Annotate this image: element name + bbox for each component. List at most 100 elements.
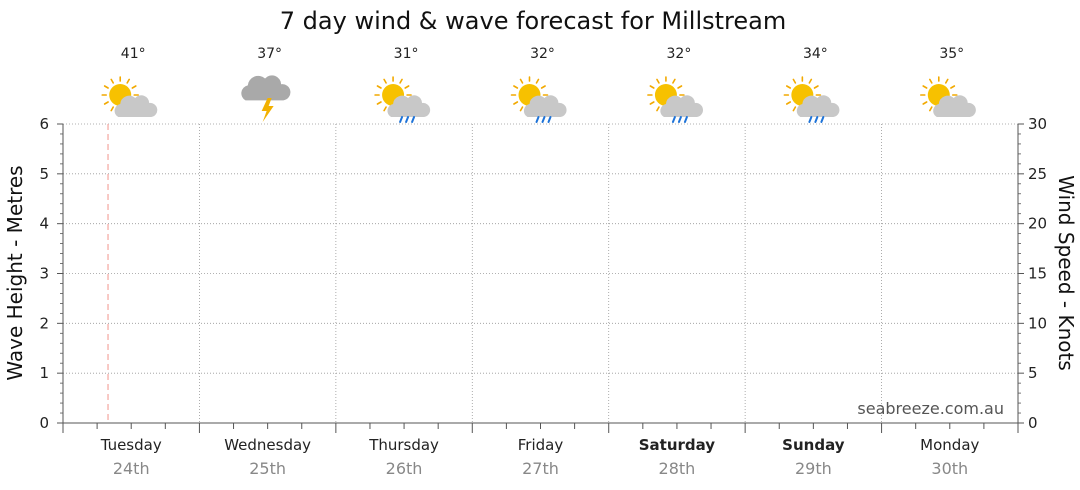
y-tick-label-left: 0 <box>39 414 49 432</box>
y-tick-label-left: 4 <box>39 215 49 233</box>
lightning-bolt <box>261 98 274 122</box>
sun-ray <box>110 106 115 112</box>
y-tick-label-right: 15 <box>1028 265 1047 283</box>
cloud-shape <box>114 95 158 117</box>
date-label: 26th <box>386 459 423 478</box>
date-label: 29th <box>795 459 832 478</box>
y-axis-label-left: Wave Height - Metres <box>3 165 27 380</box>
day-label: Thursday <box>368 436 439 454</box>
day-label: Wednesday <box>224 436 311 454</box>
thunderstorm-icon <box>241 75 291 122</box>
rain-drop <box>814 116 819 123</box>
rain-drop <box>411 116 416 123</box>
sun-ray <box>808 78 813 84</box>
sun-ray <box>950 85 956 89</box>
sun-ray <box>928 78 933 84</box>
day-label: Sunday <box>782 436 845 454</box>
sun-ray <box>813 85 819 89</box>
day-label: Monday <box>920 436 979 454</box>
sun-ray <box>404 85 410 89</box>
date-label: 24th <box>113 459 150 478</box>
sun-ray <box>519 78 524 84</box>
cloud-shape <box>241 75 291 101</box>
cloud-shape <box>796 95 840 117</box>
sun-ray <box>399 78 403 84</box>
day-labels: 41° 37° 31° 32° 32° 34° 35° Tuesday 24th Wednesda… <box>100 46 980 478</box>
sun-ray <box>649 101 655 105</box>
sun-ray <box>677 85 683 89</box>
rain-drop <box>547 116 552 123</box>
temperature-label: 32° <box>667 46 692 62</box>
rain-drop <box>541 116 546 123</box>
partly-cloudy-icon <box>919 76 976 117</box>
rain-drop <box>535 116 540 123</box>
cloud-shape <box>387 95 431 117</box>
sun-ray <box>656 106 660 112</box>
y-tick-label-left: 3 <box>39 265 49 283</box>
sun-ray <box>792 78 797 84</box>
cloud-shape <box>523 95 567 117</box>
sun-ray <box>792 106 797 112</box>
sun-ray <box>922 85 928 89</box>
sun-showers-icon <box>510 76 567 123</box>
sun-ray <box>513 85 519 89</box>
rain-drop <box>399 116 404 123</box>
temperature-label: 41° <box>121 46 146 62</box>
sun-showers-icon <box>374 76 431 123</box>
sun-ray <box>383 78 387 84</box>
grid-lines <box>63 123 1018 423</box>
sun-ray <box>535 78 540 84</box>
sun-ray <box>928 106 933 112</box>
sun-ray <box>656 78 660 84</box>
y-tick-label-left: 6 <box>39 115 49 133</box>
temperature-label: 37° <box>257 46 282 62</box>
y-axis-label-right: Wind Speed - Knots <box>1054 175 1078 371</box>
temperature-label: 34° <box>803 46 828 62</box>
partly-cloudy-icon <box>101 76 158 117</box>
date-label: 27th <box>522 459 559 478</box>
cloud-shape <box>660 95 703 117</box>
y-tick-label-right: 30 <box>1028 115 1047 133</box>
sun-ray <box>110 78 115 84</box>
day-label: Saturday <box>639 436 716 454</box>
cloud-shape <box>933 95 976 117</box>
date-label: 30th <box>931 459 968 478</box>
sun-ray <box>519 106 524 112</box>
sun-ray <box>376 101 382 105</box>
rain-drop <box>677 116 682 123</box>
temperature-label: 32° <box>530 46 555 62</box>
sun-ray <box>376 85 382 89</box>
rain-drop <box>683 116 688 123</box>
rain-drop <box>405 116 410 123</box>
day-label: Tuesday <box>100 436 162 454</box>
sun-ray <box>922 101 928 105</box>
date-label: 25th <box>249 459 286 478</box>
temperature-label: 35° <box>939 46 964 62</box>
sun-ray <box>540 85 546 89</box>
sun-ray <box>383 106 387 112</box>
y-tick-label-right: 25 <box>1028 165 1047 183</box>
y-tick-label-left: 2 <box>39 314 49 332</box>
sun-showers-icon <box>783 76 840 123</box>
chart-title: 7 day wind & wave forecast for Millstrea… <box>280 7 786 35</box>
sun-ray <box>126 78 131 84</box>
y-tick-label-right: 0 <box>1028 414 1038 432</box>
rain-drop <box>808 116 813 123</box>
date-label: 28th <box>659 459 696 478</box>
sun-ray <box>131 85 137 89</box>
y-tick-label-right: 10 <box>1028 314 1047 332</box>
weather-icons <box>101 75 976 123</box>
y-tick-label-left: 5 <box>39 165 49 183</box>
day-label: Friday <box>518 436 564 454</box>
y-tick-label-right: 5 <box>1028 364 1038 382</box>
sun-ray <box>103 85 109 89</box>
sun-showers-icon <box>647 76 703 123</box>
watermark: seabreeze.com.au <box>857 399 1004 418</box>
sun-ray <box>672 78 676 84</box>
rain-drop <box>820 116 825 123</box>
sun-ray <box>649 85 655 89</box>
y-tick-label-right: 20 <box>1028 215 1047 233</box>
y-tick-label-left: 1 <box>39 364 49 382</box>
axes: 0 1 2 3 4 5 6 0 5 10 15 20 25 30 <box>39 115 1047 433</box>
